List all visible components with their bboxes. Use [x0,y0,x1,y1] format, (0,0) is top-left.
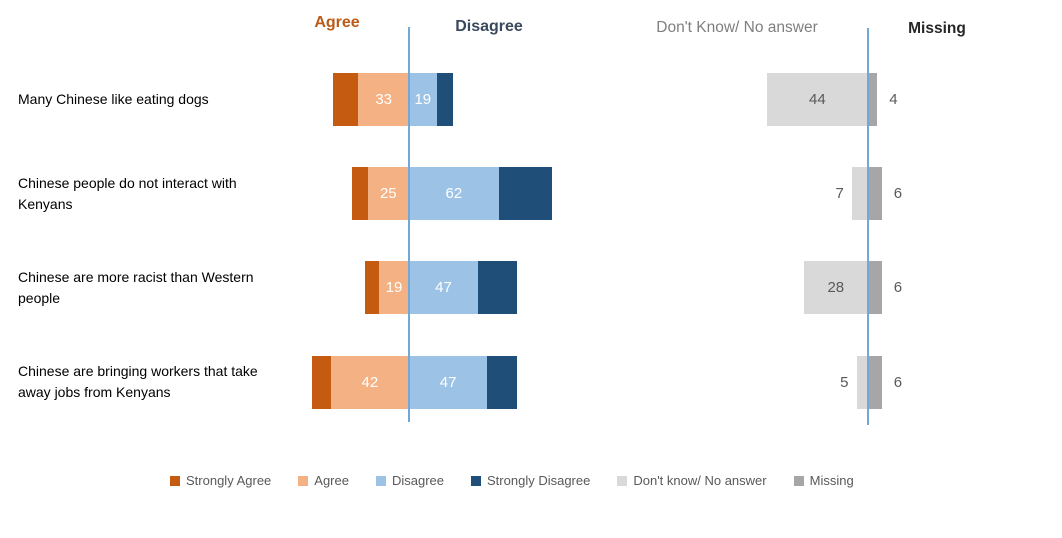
bar-dont-know [856,355,868,409]
bar-missing [868,355,882,409]
bar-segment-strongly-agree [333,73,359,126]
bar-segment-strongly-disagree [487,355,518,409]
disagree-total-label: 19 [414,91,432,108]
category-label: Many Chinese like eating dogs [18,91,209,107]
bar-dont-know [766,73,868,126]
agree-total-label: 19 [385,279,403,297]
bar-missing [868,73,878,126]
legend-swatch [793,476,804,486]
legend-swatch [471,476,482,486]
category-label: Chinese people do not interact with Keny… [18,174,237,212]
bar-segment-disagree [409,355,488,409]
legend-item: Disagree [375,471,445,491]
legend-label: Strongly Agree [186,473,272,488]
bar-segment-agree [379,261,409,315]
missing-value-label: 4 [889,91,898,108]
bar-segment-strongly-disagree [478,261,518,315]
dont-know-value-label: 44 [809,91,826,108]
missing-value-label: 6 [893,279,903,297]
legend-item: Strongly Disagree [471,471,590,491]
legend-item: Don't know/ No answer [617,471,767,491]
bar-segment-strongly-agree [312,355,331,409]
legend-swatch [617,476,628,486]
missing-value-label: 6 [893,185,903,203]
bar-segment-strongly-disagree [498,167,552,221]
bar-segment-strongly-disagree [436,73,453,126]
legend-label: Missing [809,473,854,488]
bar-segment-agree [367,167,409,221]
bar-segment-agree [330,355,409,409]
legend: Strongly Agree Agree Disagree Strongly Disa… [170,471,854,491]
dont-know-value-label: 28 [827,279,845,297]
bar-segment-disagree [409,73,437,126]
legend-swatch [375,476,386,486]
agree-disagree-axis-line [407,27,410,422]
agree-total-label: 42 [361,373,379,391]
agree-total-label: 33 [375,91,393,108]
bar-missing [868,261,882,315]
bar-segment-disagree [409,167,499,221]
legend-item: Strongly Agree [170,471,271,491]
header-dont-know: Don't Know/ No answer [656,19,818,36]
legend-label: Agree [314,473,349,488]
dont-know-value-label: 7 [835,185,844,203]
legend-item: Agree [298,471,349,491]
category-label: Chinese are more racist than Western peo… [18,268,254,306]
legend-label: Disagree [391,473,445,488]
legend-swatch [170,476,180,486]
bar-dont-know [803,261,868,315]
bar-missing [868,167,882,221]
disagree-total-label: 62 [445,185,463,203]
disagree-total-label: 47 [435,279,452,297]
missing-value-label: 6 [893,373,903,391]
legend-swatch [298,476,309,486]
bar-dont-know [851,167,868,221]
legend-label: Strongly Disagree [487,473,591,488]
header-disagree: Disagree [455,18,523,35]
header-agree: Agree [314,14,360,31]
header-missing: Missing [908,20,966,37]
bar-segment-strongly-agree [351,167,368,221]
category-label: Chinese are bringing workers that take a… [18,363,258,401]
agree-total-label: 25 [379,185,397,203]
bar-segment-agree [358,73,409,126]
bar-segment-disagree [409,261,478,315]
disagree-total-label: 47 [439,373,457,391]
dont-know-value-label: 5 [840,373,849,391]
dontknow-missing-axis-line [866,28,869,425]
legend-label: Don't know/ No answer [633,473,767,488]
bar-segment-strongly-agree [365,261,380,315]
legend-item: Missing [793,471,854,491]
